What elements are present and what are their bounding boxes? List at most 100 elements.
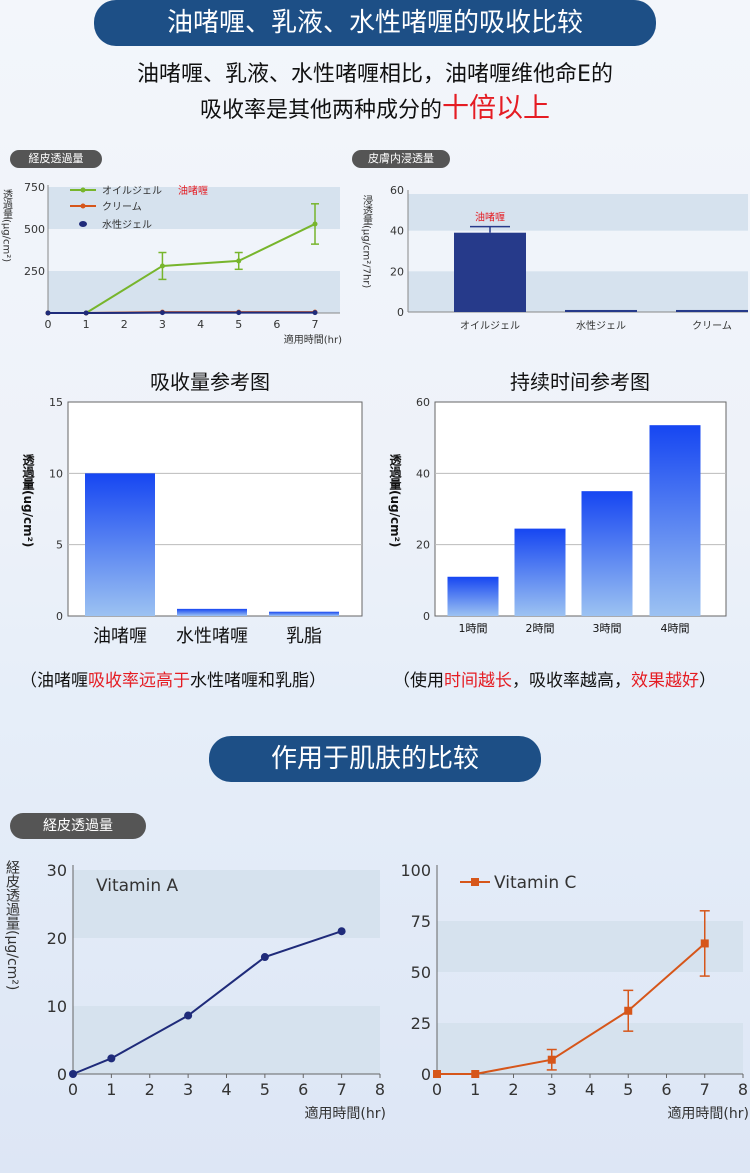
y-tick-label: 40	[390, 225, 404, 238]
y-tick-label: 15	[49, 396, 63, 409]
caption-absorb-red: 吸收率远高于	[88, 671, 190, 691]
x-tick-label: 8	[738, 1080, 748, 1099]
legend-label: Vitamin C	[494, 873, 576, 893]
subtitle-text-2: 吸收率是其他两种成分的	[199, 98, 442, 123]
y-tick-label: 750	[24, 181, 45, 194]
caption-absorb: （油啫喱吸收率远高于水性啫喱和乳脂）	[20, 666, 326, 691]
y-axis-label: 透過量(μg/cm²)	[1, 189, 13, 262]
y-tick-label: 25	[411, 1014, 431, 1033]
x-tick-label: 6	[661, 1080, 671, 1099]
chart-duration-reference: 0 20 40 60 透過量(ug/cm²) 1時間 2時間 3時間 4時間	[388, 396, 727, 635]
y-tick-label: 20	[47, 929, 67, 948]
series-label: Vitamin A	[96, 876, 179, 896]
x-tick-label: 7	[700, 1080, 710, 1099]
x-tick-label: 3	[183, 1080, 193, 1099]
bar	[454, 232, 526, 312]
y-tick-label: 250	[24, 265, 45, 278]
bar	[676, 309, 748, 312]
y-axis-label: 浸透量(μg/cm²/7hr)	[361, 195, 373, 289]
y-tick-label: 40	[416, 467, 430, 480]
band-1	[408, 194, 748, 231]
data-point	[312, 221, 318, 227]
caption-duration-post: ）	[699, 671, 716, 691]
x-tick-label: 4	[221, 1080, 231, 1099]
y-tick-label: 20	[390, 265, 404, 278]
data-point	[624, 1006, 633, 1015]
chart-transdermal-permeation: 250 500 750 0 1 2 3 4 5 6 7 透過量(μg/cm²) 適用時間(hr) オイルジ…	[1, 181, 343, 346]
legend-marker	[80, 187, 86, 193]
x-tick-label: 7	[337, 1080, 347, 1099]
y-tick-label: 10	[47, 997, 67, 1016]
chart1-tag: 経皮透過量	[10, 150, 102, 168]
x-tick-label: 7	[312, 318, 319, 331]
y-tick-label: 100	[400, 861, 431, 880]
x-axis-label: 適用時間(hr)	[284, 333, 342, 346]
subtitle-text-1: 油啫喱、乳液、水性啫喱相比，油啫喱维他命E的	[137, 62, 613, 87]
y-tick-label: 50	[411, 963, 431, 982]
chart-vitamin-a: 0 10 20 30 0 1 2 3 4 5 6 7 8 経皮透過量(μg/cm²) 適用時間(hr) Vit…	[4, 860, 386, 1122]
x-tick-label: 水性ジェル	[576, 319, 626, 332]
data-point	[433, 1070, 441, 1078]
bar-annotation: 油啫喱	[475, 211, 505, 224]
chart-skin-penetration: 0 20 40 60 浸透量(μg/cm²/7hr) オイルジェル 水性ジェル クリーム 油啫喱	[361, 184, 748, 332]
x-tick-label: 4	[197, 318, 204, 331]
x-tick-label: 3	[547, 1080, 557, 1099]
data-point	[260, 953, 269, 962]
y-tick-label: 10	[49, 467, 63, 480]
band	[73, 870, 380, 938]
legend-label: 水性ジェル	[102, 218, 152, 231]
data-point	[107, 1054, 116, 1063]
x-tick-label: 2	[508, 1080, 518, 1099]
page-title-pill: 油啫喱、乳液、水性啫喱的吸收比较	[94, 0, 656, 46]
caption-duration-pre: （使用	[393, 671, 444, 691]
data-point	[45, 310, 51, 316]
chart2-tag: 皮膚内浸透量	[352, 150, 450, 168]
bar	[269, 611, 339, 616]
data-point	[159, 263, 165, 269]
x-tick-label: 8	[375, 1080, 385, 1099]
x-tick-label: 1	[106, 1080, 116, 1099]
subtitle-line-2: 吸收率是其他两种成分的十倍以上	[0, 92, 750, 128]
y-tick-label: 30	[47, 861, 67, 880]
x-axis-label: 適用時間(hr)	[667, 1105, 749, 1122]
data-point	[159, 310, 165, 316]
y-tick-label: 500	[24, 223, 45, 236]
x-tick-label: 3	[159, 318, 166, 331]
legend-label: オイルジェル	[102, 185, 162, 197]
chart4-title: 持续时间参考图	[430, 366, 730, 395]
x-tick-label: 5	[260, 1080, 270, 1099]
y-tick-label: 0	[421, 1065, 431, 1084]
chart2-tag-text: 皮膚内浸透量	[368, 152, 434, 165]
x-tick-label: 1	[470, 1080, 480, 1099]
data-point	[471, 1070, 480, 1078]
page-title: 油啫喱、乳液、水性啫喱的吸收比较	[166, 8, 583, 38]
band	[437, 1023, 743, 1074]
band-2	[48, 271, 340, 313]
y-tick-label: 60	[390, 184, 404, 197]
y-axis-label: 透過量(ug/cm²)	[388, 454, 402, 548]
bar	[514, 528, 566, 616]
caption-duration: （使用时间越长，吸收率越高，效果越好）	[393, 666, 716, 691]
legend-label-extra: 油啫喱	[178, 184, 208, 197]
x-tick-label: 1	[83, 318, 90, 331]
x-tick-label: 2時間	[526, 622, 555, 635]
caption-duration-red1: 时间越长	[444, 671, 512, 691]
x-tick-label: 1時間	[459, 622, 488, 635]
chart-absorption-reference: 0 5 10 15 透過量(ug/cm²) 油啫喱 水性啫喱 乳脂	[21, 396, 363, 647]
caption-duration-red2: 效果越好	[631, 671, 699, 691]
y-tick-label: 60	[416, 396, 430, 409]
data-point	[700, 939, 709, 948]
section2-title-pill: 作用于肌肤的比较	[209, 736, 541, 782]
x-tick-label: 0	[68, 1080, 78, 1099]
y-tick-label: 0	[57, 1065, 67, 1084]
x-tick-label: クリーム	[692, 320, 732, 332]
chart3-title: 吸收量参考图	[60, 366, 360, 395]
bar	[581, 491, 633, 616]
y-axis-label: 透過量(ug/cm²)	[21, 454, 35, 548]
legend-marker	[471, 878, 479, 886]
x-tick-label: 4	[585, 1080, 595, 1099]
chart1-tag-text: 経皮透過量	[28, 152, 84, 165]
y-tick-label: 0	[397, 306, 404, 319]
y-tick-label: 0	[423, 610, 430, 623]
y-tick-label: 75	[411, 912, 431, 931]
